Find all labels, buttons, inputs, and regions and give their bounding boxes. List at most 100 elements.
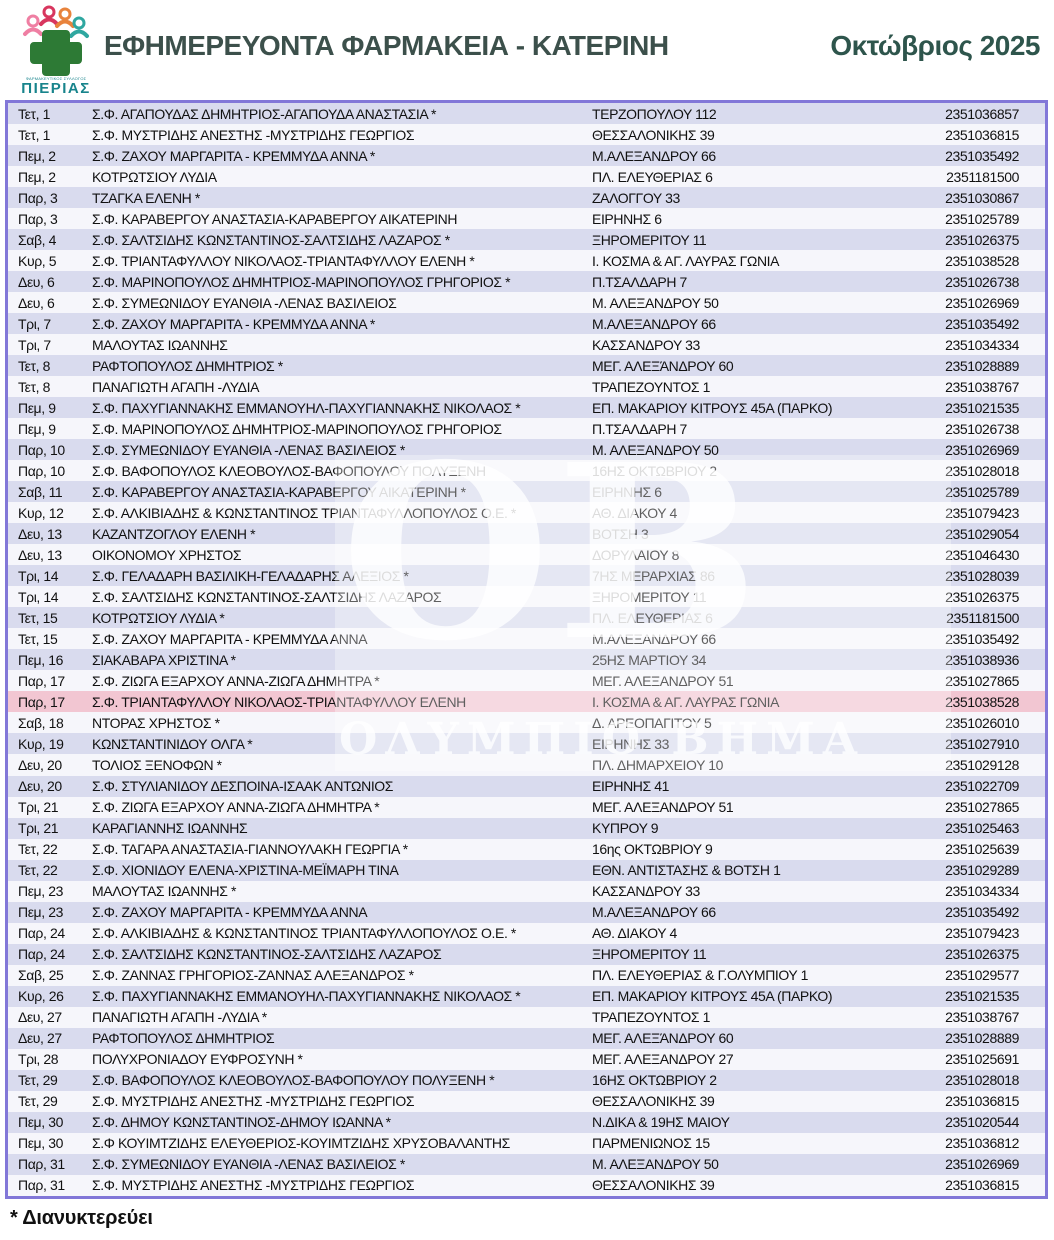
phone-cell: 2351027865	[945, 799, 1019, 816]
pharmacy-name-cell: Σ.Φ ΚΟΥΙΜΤΖΙΔΗΣ ΕΛΕΥΘΕΡΙΟΣ-ΚΟΥΙΜΤΖΙΔΗΣ Χ…	[92, 1135, 510, 1152]
pharmacy-name-cell: ΠΑΝΑΓΙΩΤΗ ΑΓΑΠΗ -ΛΥΔΙΑ	[92, 378, 260, 395]
day-cell: Τετ, 22	[18, 841, 58, 858]
phone-cell: 2351181500	[946, 168, 1019, 185]
phone-cell: 2351026969	[945, 1156, 1019, 1173]
day-cell: Δευ, 6	[18, 273, 55, 290]
pharmacy-name-cell: ΤΖΑΓΚΑ ΕΛΕΝΗ *	[92, 189, 200, 206]
table-row: Πεμ, 2 Σ.Φ. ΖΑΧΟΥ ΜΑΡΓΑΡΙΤΑ - ΚΡΕΜΜΥΔΑ Α…	[8, 145, 1045, 167]
pharmacy-name-cell: Σ.Φ. ΜΑΡΙΝΟΠΟΥΛΟΣ ΔΗΜΗΤΡΙΟΣ-ΜΑΡΙΝΟΠΟΥΛΟΣ…	[92, 420, 502, 437]
logo-org-text: ΦΑΡΜΑΚΕΥΤΙΚΟΣ ΣΥΛΛΟΓΟΣ	[25, 76, 87, 81]
phone-cell: 2351030867	[945, 189, 1019, 206]
pharmacy-name-cell: Σ.Φ. ΑΛΚΙΒΙΑΔΗΣ & ΚΩΝΣΤΑΝΤΙΝΟΣ ΤΡΙΑΝΤΑΦΥ…	[92, 504, 516, 521]
address-cell: Ι. ΚΟΣΜΑ & ΑΓ. ΛΑΥΡΑΣ ΓΩΝΙΑ	[592, 252, 780, 269]
table-row: Παρ, 31 Σ.Φ. ΜΥΣΤΡΙΔΗΣ ΑΝΕΣΤΗΣ -ΜΥΣΤΡΙΔΗ…	[8, 1175, 1045, 1196]
address-cell: ΕΙΡΗΝΗΣ 6	[592, 210, 662, 227]
day-cell: Τρι, 28	[18, 1051, 59, 1068]
address-cell: Μ. ΑΛΕΞΑΝΔΡΟΥ 50	[592, 1156, 719, 1173]
pharmacy-name-cell: Σ.Φ. ΖΙΩΓΑ ΕΞΑΡΧΟΥ ΑΝΝΑ-ΖΙΩΓΑ ΔΗΜΗΤΡΑ *	[92, 799, 380, 816]
pharmacy-name-cell: Σ.Φ. ΣΥΜΕΩΝΙΔΟΥ ΕΥΑΝΘΙΑ -ΛΕΝΑΣ ΒΑΣΙΛΕΙΟΣ…	[92, 441, 405, 458]
address-cell: ΘΕΣΣΑΛΟΝΙΚΗΣ 39	[592, 1093, 715, 1110]
table-row: Παρ, 17 Σ.Φ. ΤΡΙΑΝΤΑΦΥΛΛΟΥ ΝΙΚΟΛΑΟΣ-ΤΡΙΑ…	[8, 691, 1045, 713]
table-row: Σαβ, 4 Σ.Φ. ΣΑΛΤΣΙΔΗΣ ΚΩΝΣΤΑΝΤΙΝΟΣ-ΣΑΛΤΣ…	[8, 229, 1045, 251]
table-row: Τρι, 7 Σ.Φ. ΖΑΧΟΥ ΜΑΡΓΑΡΙΤΑ - ΚΡΕΜΜΥΔΑ Α…	[8, 313, 1045, 335]
address-cell: 25ΗΣ ΜΑΡΤΙΟΥ 34	[592, 651, 706, 668]
phone-cell: 2351025691	[945, 1051, 1019, 1068]
table-row: Πεμ, 9 Σ.Φ. ΜΑΡΙΝΟΠΟΥΛΟΣ ΔΗΜΗΤΡΙΟΣ-ΜΑΡΙΝ…	[8, 418, 1045, 439]
pharmacy-name-cell: ΜΑΛΟΥΤΑΣ ΙΩΑΝΝΗΣ	[92, 336, 228, 353]
phone-cell: 2351028018	[945, 1072, 1019, 1089]
day-cell: Παρ, 3	[18, 189, 58, 206]
table-row: Τρι, 28 ΠΟΛΥΧΡΟΝΙΑΔΟΥ ΕΥΦΡΟΣΥΝΗ * ΜΕΓ. Α…	[8, 1049, 1045, 1070]
day-cell: Πεμ, 2	[18, 147, 56, 164]
pharmacy-name-cell: ΤΟΛΙΟΣ ΞΕΝΟΦΩΝ *	[92, 756, 222, 773]
page-title: ΕΦΗΜΕΡΕΥΟΝΤΑ ΦΑΡΜΑΚΕΙΑ - ΚΑΤΕΡΙΝΗ	[104, 30, 669, 61]
pharmacy-association-logo: ΦΑΡΜΑΚΕΥΤΙΚΟΣ ΣΥΛΛΟΓΟΣ ΠΙΕΡΙΑΣ	[8, 4, 104, 98]
address-cell: Π.ΤΣΑΛΔΑΡΗ 7	[592, 273, 687, 290]
address-cell: ΕΠ. ΜΑΚΑΡΙΟΥ ΚΙΤΡΟΥΣ 45Α (ΠΑΡΚΟ)	[592, 988, 833, 1005]
pharmacy-name-cell: ΚΟΤΡΩΤΣΙΟΥ ΛΥΔΙΑ *	[92, 609, 225, 626]
day-cell: Τετ, 15	[18, 630, 58, 647]
address-cell: Ι. ΚΟΣΜΑ & ΑΓ. ΛΑΥΡΑΣ ΓΩΝΙΑ	[592, 693, 780, 710]
phone-cell: 2351025463	[945, 820, 1019, 837]
table-row: Τετ, 8 ΡΑΦΤΟΠΟΥΛΟΣ ΔΗΜΗΤΡΙΟΣ * ΜΕΓ. ΑΛΕΞ…	[8, 355, 1045, 377]
table-row: Τρι, 14 Σ.Φ. ΣΑΛΤΣΙΔΗΣ ΚΩΝΣΤΑΝΤΙΝΟΣ-ΣΑΛΤ…	[8, 586, 1045, 607]
address-cell: 16ΗΣ ΟΚΤΩΒΡΙΟΥ 2	[592, 462, 717, 479]
phone-cell: 2351029054	[945, 525, 1019, 542]
phone-cell: 2351027910	[945, 735, 1019, 752]
table-row: Σαβ, 11 Σ.Φ. ΚΑΡΑΒΕΡΓΟΥ ΑΝΑΣΤΑΣΙΑ-ΚΑΡΑΒΕ…	[8, 481, 1045, 503]
address-cell: Μ.ΑΛΕΞΑΝΔΡΟΥ 66	[592, 630, 716, 647]
pharmacy-name-cell: ΚΑΖΑΝΤΖΟΓΛΟΥ ΕΛΕΝΗ *	[92, 525, 256, 542]
day-cell: Τρι, 7	[18, 336, 51, 353]
day-cell: Παρ, 17	[18, 672, 65, 689]
phone-cell: 2351034334	[945, 336, 1019, 353]
day-cell: Κυρ, 5	[18, 252, 57, 269]
pharmacy-name-cell: Σ.Φ. ΚΑΡΑΒΕΡΓΟΥ ΑΝΑΣΤΑΣΙΑ-ΚΑΡΑΒΕΡΓΟΥ ΑΙΚ…	[92, 210, 458, 227]
pharmacy-name-cell: ΣΙΑΚΑΒΑΡΑ ΧΡΙΣΤΙΝΑ *	[92, 651, 236, 668]
address-cell: Ν.ΔΙΚΑ & 19ΗΣ ΜΑΙΟΥ	[592, 1114, 730, 1131]
address-cell: ΕΙΡΗΝΗΣ 41	[592, 778, 670, 794]
address-cell: ΠΑΡΜΕΝΙΩΝΟΣ 15	[592, 1135, 710, 1152]
day-cell: Τετ, 8	[18, 378, 50, 395]
address-cell: ΤΡΑΠΕΖΟΥΝΤΟΣ 1	[592, 378, 710, 395]
phone-cell: 2351079423	[945, 925, 1019, 942]
pharmacy-name-cell: Σ.Φ. ΤΡΙΑΝΤΑΦΥΛΛΟΥ ΝΙΚΟΛΑΟΣ-ΤΡΙΑΝΤΑΦΥΛΛΟ…	[92, 252, 475, 269]
table-row: Τρι, 7 ΜΑΛΟΥΤΑΣ ΙΩΑΝΝΗΣ ΚΑΣΣΑΝΔΡΟΥ 33 23…	[8, 334, 1045, 355]
phone-cell: 2351035492	[945, 904, 1019, 921]
day-cell: Πεμ, 16	[18, 651, 63, 668]
table-row: Πεμ, 2 ΚΟΤΡΩΤΣΙΟΥ ΛΥΔΙΑ ΠΛ. ΕΛΕΥΘΕΡΙΑΣ 6…	[8, 166, 1045, 187]
address-cell: Δ. ΑΡΕΟΠΑΓΙΤΟΥ 5	[592, 714, 712, 731]
phone-cell: 2351028889	[945, 357, 1019, 374]
table-row: Κυρ, 19 ΚΩΝΣΤΑΝΤΙΝΙΔΟΥ ΟΛΓΑ * ΕΙΡΗΝΗΣ 33…	[8, 733, 1045, 755]
pharmacy-name-cell: Σ.Φ. ΖΑΝΝΑΣ ΓΡΗΓΟΡΙΟΣ-ΖΑΝΝΑΣ ΑΛΕΞΑΝΔΡΟΣ …	[92, 967, 414, 984]
address-cell: ΕΠ. ΜΑΚΑΡΙΟΥ ΚΙΤΡΟΥΣ 45Α (ΠΑΡΚΟ)	[592, 399, 833, 416]
day-cell: Τρι, 7	[18, 315, 51, 332]
phone-cell: 2351036815	[945, 126, 1019, 143]
address-cell: 7ΗΣ ΜΕΡΑΡΧΙΑΣ 86	[592, 567, 715, 584]
address-cell: ΑΘ. ΔΙΑΚΟΥ 4	[592, 504, 677, 521]
table-row: Τετ, 8 ΠΑΝΑΓΙΩΤΗ ΑΓΑΠΗ -ΛΥΔΙΑ ΤΡΑΠΕΖΟΥΝΤ…	[8, 376, 1045, 397]
phone-cell: 2351038528	[945, 252, 1019, 269]
address-cell: ΕΙΡΗΝΗΣ 6	[592, 483, 662, 500]
phone-cell: 2351025789	[945, 210, 1019, 227]
day-cell: Κυρ, 19	[18, 735, 64, 752]
table-row: Παρ, 10 Σ.Φ. ΒΑΦΟΠΟΥΛΟΣ ΚΛΕΟΒΟΥΛΟΣ-ΒΑΦΟΠ…	[8, 460, 1045, 481]
day-cell: Δευ, 6	[18, 294, 55, 311]
pharmacy-name-cell: ΚΩΝΣΤΑΝΤΙΝΙΔΟΥ ΟΛΓΑ *	[92, 735, 253, 752]
day-cell: Πεμ, 2	[18, 168, 56, 185]
table-row: Σαβ, 18 ΝΤΟΡΑΣ ΧΡΗΣΤΟΣ * Δ. ΑΡΕΟΠΑΓΙΤΟΥ …	[8, 712, 1045, 733]
table-row: Τρι, 14 Σ.Φ. ΓΕΛΑΔΑΡΗ ΒΑΣΙΛΙΚΗ-ΓΕΛΑΔΑΡΗΣ…	[8, 565, 1045, 587]
overnight-note: * Διανυκτερεύει	[10, 1207, 153, 1229]
phone-cell: 2351035492	[945, 315, 1019, 332]
table-row: Τετ, 29 Σ.Φ. ΒΑΦΟΠΟΥΛΟΣ ΚΛΕΟΒΟΥΛΟΣ-ΒΑΦΟΠ…	[8, 1069, 1045, 1091]
phone-cell: 2351181500	[946, 609, 1019, 626]
address-cell: ΞΗΡΟΜΕΡΙΤΟΥ 11	[592, 588, 707, 605]
address-cell: ΜΕΓ. ΑΛΕΞΑΝΔΡΟΥ 51	[592, 799, 734, 816]
phone-cell: 2351028018	[945, 462, 1019, 479]
phone-cell: 2351026375	[945, 946, 1019, 963]
address-cell: ΘΕΣΣΑΛΟΝΙΚΗΣ 39	[592, 1177, 715, 1194]
table-row: Τρι, 21 Σ.Φ. ΖΙΩΓΑ ΕΞΑΡΧΟΥ ΑΝΝΑ-ΖΙΩΓΑ ΔΗ…	[8, 797, 1045, 818]
pharmacy-name-cell: Σ.Φ. ΑΛΚΙΒΙΑΔΗΣ & ΚΩΝΣΤΑΝΤΙΝΟΣ ΤΡΙΑΝΤΑΦΥ…	[92, 925, 516, 942]
pharmacy-name-cell: ΠΑΝΑΓΙΩΤΗ ΑΓΑΠΗ -ΛΥΔΙΑ *	[92, 1009, 267, 1026]
table-row: Πεμ, 23 Σ.Φ. ΖΑΧΟΥ ΜΑΡΓΑΡΙΤΑ - ΚΡΕΜΜΥΔΑ …	[8, 901, 1045, 923]
day-cell: Τρι, 21	[18, 799, 59, 816]
